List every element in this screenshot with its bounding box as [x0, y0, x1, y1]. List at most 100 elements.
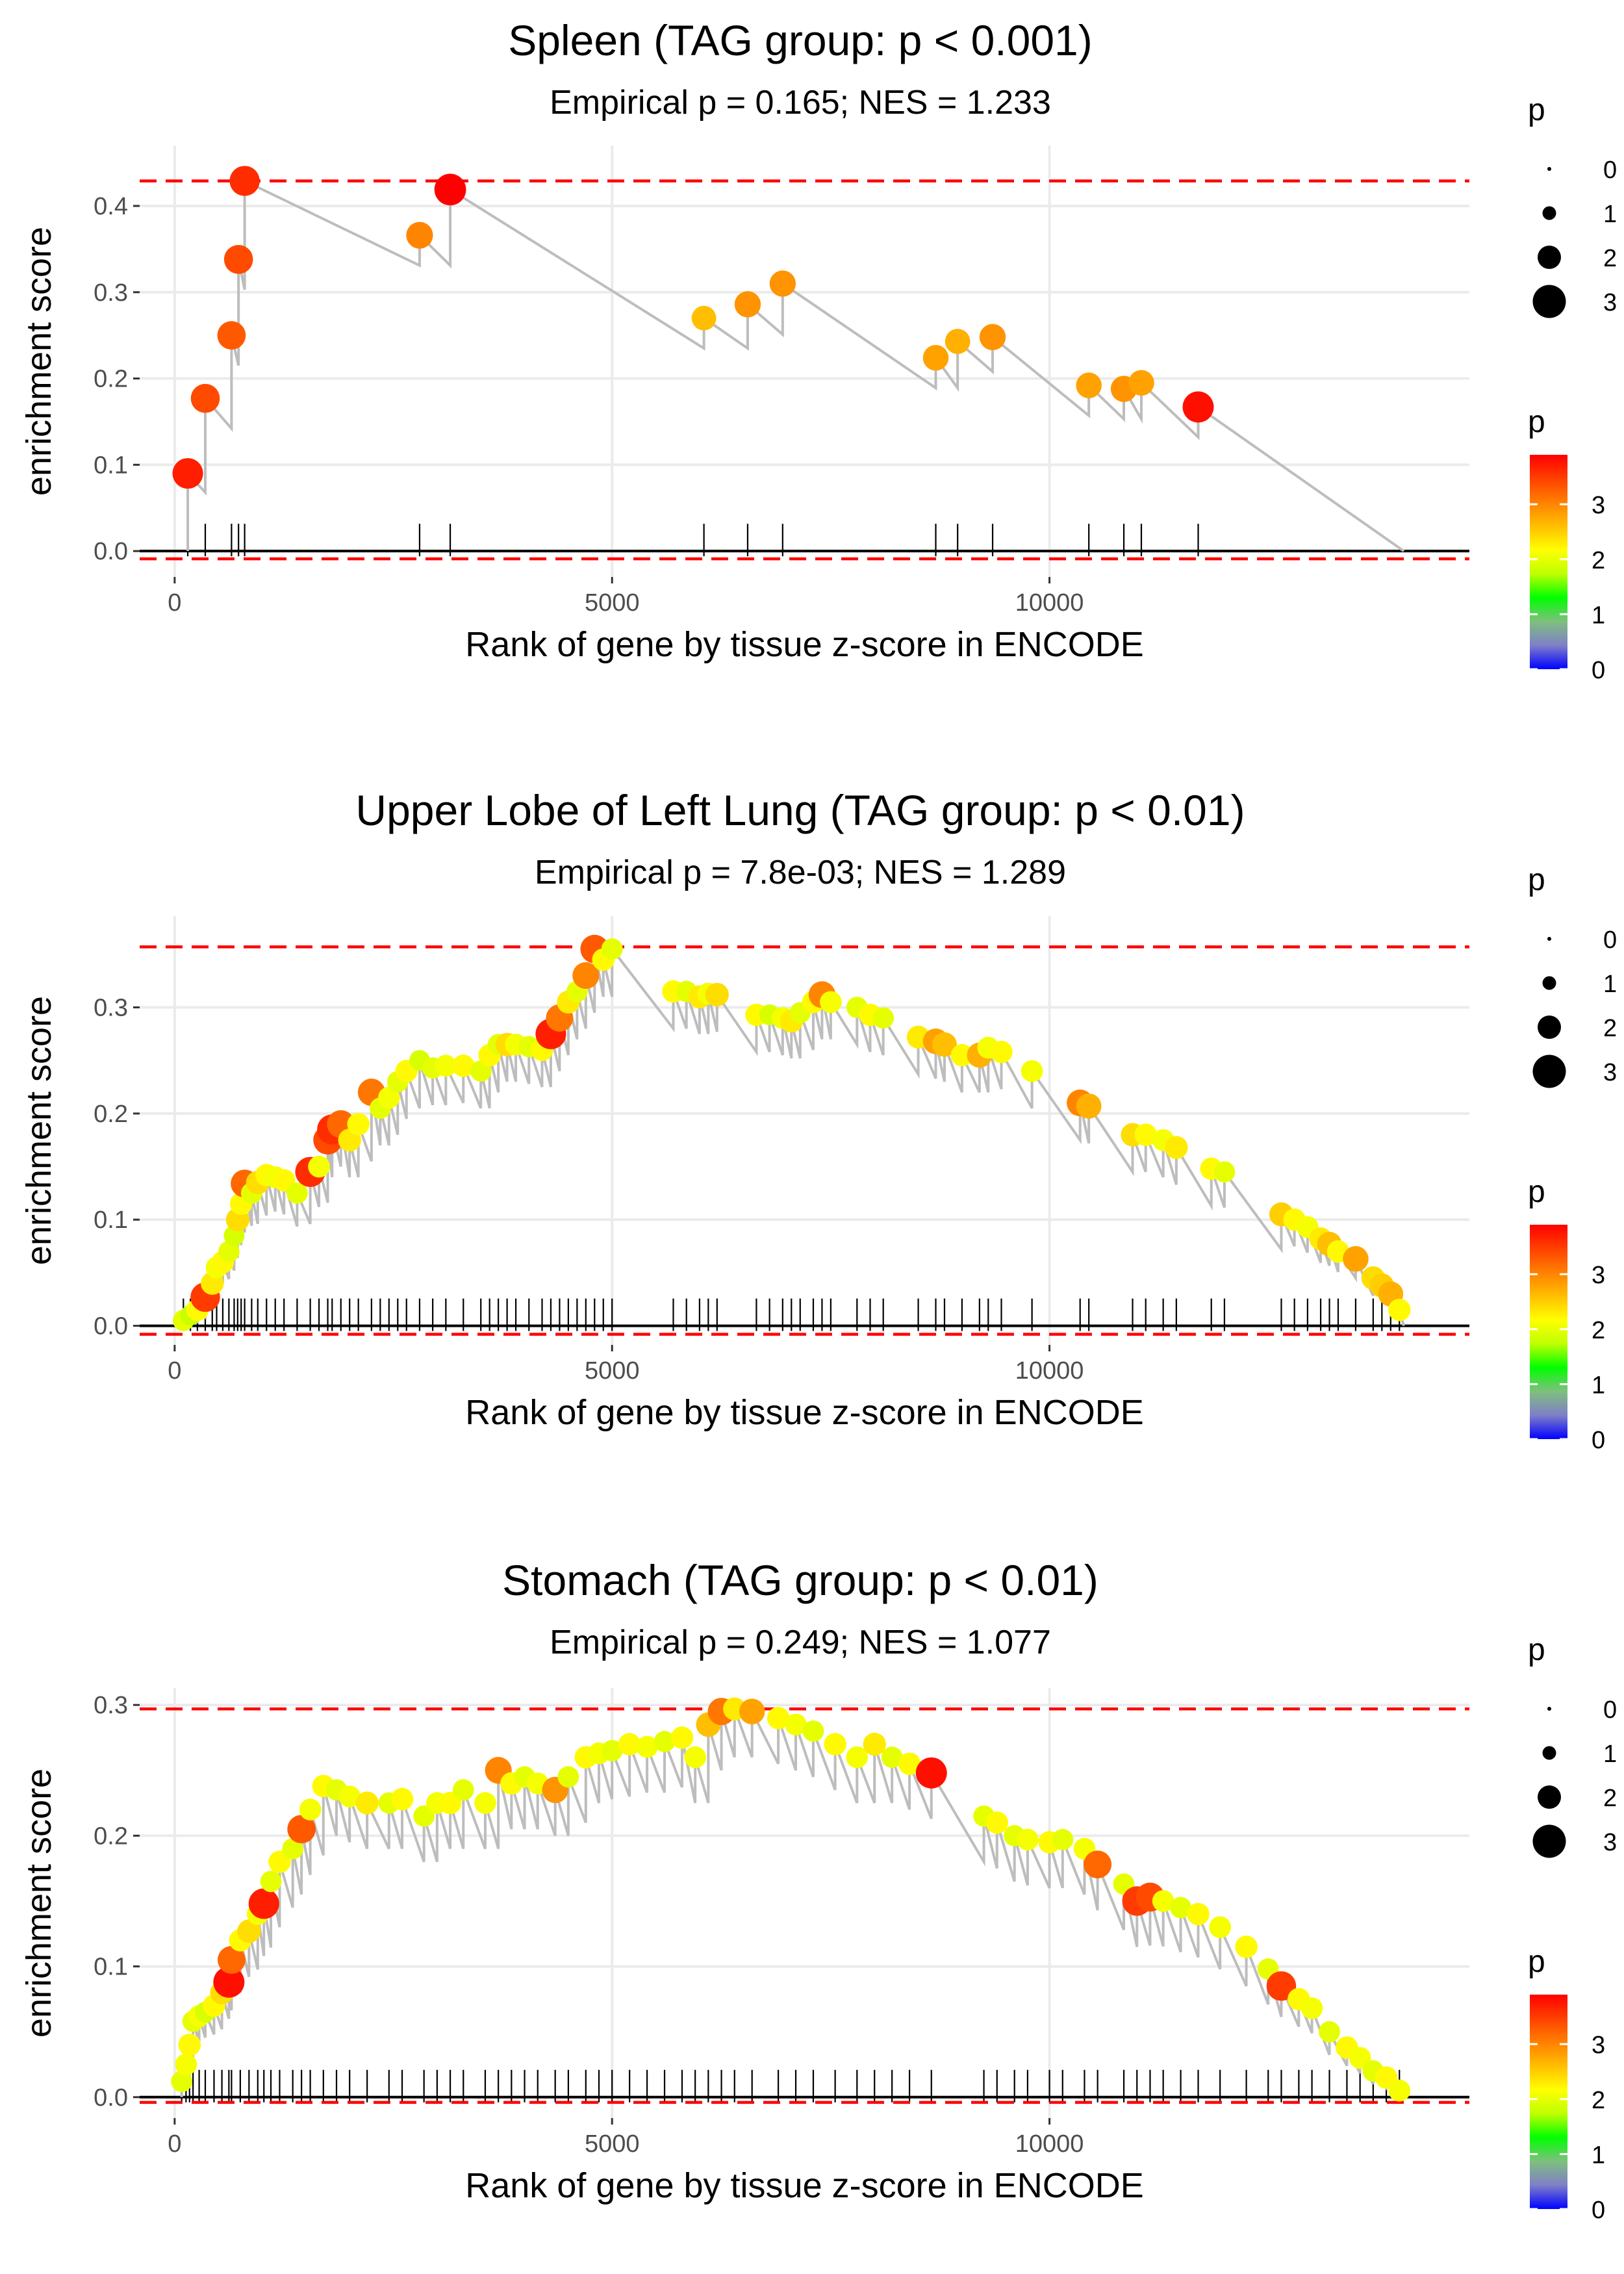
- y-axis-title: enrichment score: [19, 996, 58, 1265]
- size-legend-key: [1547, 167, 1551, 171]
- color-legend-title: p: [1528, 1175, 1545, 1209]
- chart-subtitle: Empirical p = 0.165; NES = 1.233: [550, 84, 1051, 121]
- gene-point: [979, 324, 1006, 350]
- gene-point: [1017, 1828, 1039, 1851]
- gene-point: [1134, 1123, 1157, 1146]
- x-axis-title: Rank of gene by tissue z-score in ENCODE: [465, 625, 1143, 664]
- color-legend-title: p: [1528, 1945, 1545, 1979]
- gene-point: [881, 1746, 903, 1769]
- color-legend-label: 1: [1592, 2141, 1605, 2169]
- gene-point: [338, 1785, 361, 1808]
- gene-point: [217, 1946, 246, 1974]
- gene-point: [1209, 1916, 1232, 1939]
- gene-point: [945, 329, 971, 354]
- color-legend-label: 1: [1592, 602, 1605, 629]
- size-legend-label: 3: [1603, 289, 1617, 316]
- gene-point: [229, 166, 260, 196]
- gene-point: [1187, 1902, 1210, 1926]
- gene-point: [218, 1240, 240, 1262]
- gene-point: [557, 1766, 579, 1788]
- gene-point: [769, 270, 796, 297]
- size-legend-key: [1542, 206, 1556, 220]
- gene-point: [705, 982, 729, 1006]
- chart-title: Stomach (TAG group: p < 0.01): [502, 1556, 1098, 1604]
- gene-point: [1343, 1246, 1369, 1272]
- gene-point: [390, 1787, 414, 1811]
- size-legend-label: 1: [1603, 201, 1617, 228]
- gene-point: [347, 1112, 370, 1136]
- x-tick-label: 0: [168, 2130, 181, 2158]
- chart-panel: Upper Lobe of Left Lung (TAG group: p < …: [19, 786, 1617, 1454]
- gene-point: [213, 1966, 245, 1998]
- gene-point: [171, 2071, 193, 2093]
- gene-point: [355, 1791, 379, 1815]
- color-legend-label: 0: [1592, 657, 1605, 684]
- gene-point: [223, 245, 253, 274]
- gene-point: [601, 1740, 623, 1761]
- gene-point: [572, 962, 600, 990]
- color-legend-label: 1: [1592, 1372, 1605, 1399]
- gene-point: [820, 991, 842, 1014]
- gene-point: [406, 222, 433, 249]
- y-axis-title: enrichment score: [19, 227, 58, 496]
- size-legend-label: 0: [1603, 926, 1617, 954]
- size-legend-key: [1547, 937, 1551, 941]
- color-legend-title: p: [1528, 405, 1545, 439]
- gene-point: [1128, 370, 1154, 396]
- gene-point: [990, 1040, 1013, 1064]
- y-tick-label: 0.1: [94, 1207, 128, 1234]
- color-legend-label: 2: [1592, 1317, 1605, 1344]
- color-legend-bar: [1530, 1225, 1567, 1439]
- gene-point: [872, 1007, 894, 1029]
- gene-point: [308, 1155, 330, 1178]
- gene-point: [922, 344, 949, 371]
- color-legend-label: 2: [1592, 2087, 1605, 2114]
- gene-point: [824, 1733, 846, 1756]
- gene-point: [670, 1726, 694, 1749]
- color-legend-label: 3: [1592, 2032, 1605, 2059]
- size-legend-key: [1538, 1785, 1561, 1809]
- gene-point: [286, 1182, 308, 1204]
- gene-point: [190, 383, 220, 413]
- x-axis-title: Rank of gene by tissue z-score in ENCODE: [465, 1393, 1143, 1432]
- x-axis-title: Rank of gene by tissue z-score in ENCODE: [465, 2166, 1143, 2205]
- gene-point: [767, 1707, 790, 1730]
- color-legend-bar: [1530, 1995, 1567, 2209]
- gene-point: [691, 305, 717, 331]
- gene-point: [172, 458, 203, 489]
- gene-point: [1388, 1298, 1411, 1322]
- y-tick-label: 0.4: [94, 193, 128, 220]
- x-tick-label: 10000: [1015, 2130, 1084, 2158]
- gene-point: [435, 1054, 457, 1077]
- size-legend-key: [1532, 1054, 1566, 1088]
- gene-point: [1182, 391, 1214, 423]
- enrichment-curve: [180, 1708, 1405, 2102]
- size-legend-key: [1542, 976, 1556, 990]
- size-legend-label: 2: [1603, 245, 1617, 272]
- y-tick-label: 0.3: [94, 1692, 128, 1719]
- y-tick-label: 0.2: [94, 366, 128, 393]
- gene-point: [1165, 1136, 1188, 1159]
- color-legend-label: 3: [1592, 1262, 1605, 1289]
- gene-point: [248, 1888, 279, 1919]
- gene-point: [653, 1731, 676, 1752]
- size-legend-label: 1: [1603, 971, 1617, 998]
- gene-point: [950, 1043, 974, 1067]
- size-legend-label: 2: [1603, 1785, 1617, 1812]
- y-tick-label: 0.0: [94, 2084, 128, 2112]
- y-tick-label: 0.1: [94, 452, 128, 479]
- gene-point: [237, 1919, 261, 1943]
- chart-subtitle: Empirical p = 0.249; NES = 1.077: [550, 1624, 1051, 1661]
- chart-title: Spleen (TAG group: p < 0.001): [508, 16, 1092, 64]
- size-legend-key: [1538, 246, 1561, 269]
- gene-point: [260, 1871, 282, 1893]
- size-legend-key: [1538, 1016, 1561, 1039]
- gene-point: [1076, 372, 1102, 398]
- gene-point: [863, 1732, 886, 1756]
- gene-point: [1319, 2021, 1340, 2043]
- gene-point: [1388, 2079, 1411, 2102]
- gene-point: [299, 1798, 322, 1820]
- gene-point: [434, 173, 466, 206]
- size-legend-key: [1547, 1707, 1551, 1711]
